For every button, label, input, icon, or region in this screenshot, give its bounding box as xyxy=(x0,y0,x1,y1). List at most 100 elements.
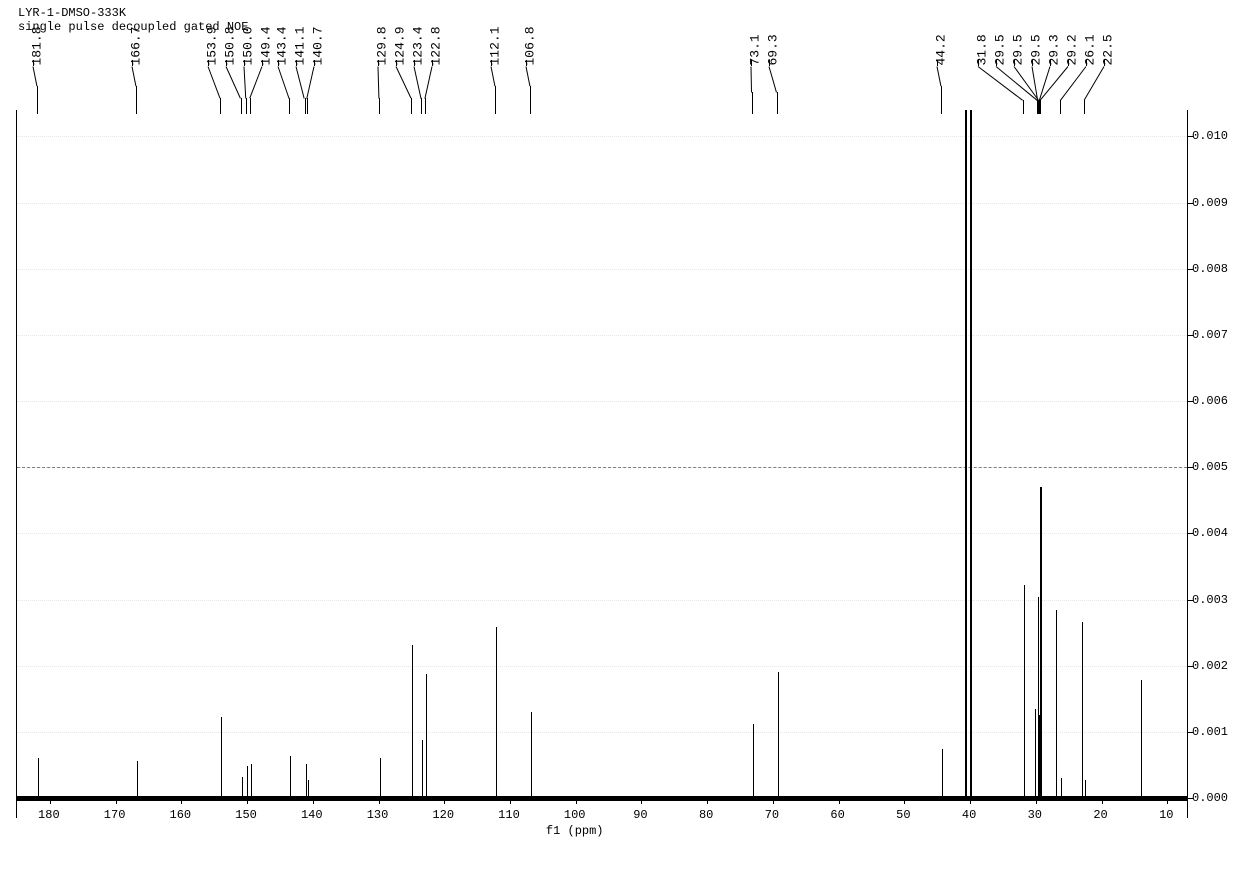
peak-label: 29.5 xyxy=(1029,34,1044,65)
peak-label-tick xyxy=(262,60,263,66)
peak-label-connector xyxy=(278,66,290,98)
y-tick-label: 0.007 xyxy=(1192,328,1228,342)
peak-label: 129.8 xyxy=(374,26,389,65)
x-tick-label: 70 xyxy=(765,808,779,822)
peak xyxy=(247,766,248,798)
header-line1: LYR-1-DMSO-333K xyxy=(18,6,126,20)
x-tick-label: 160 xyxy=(170,808,192,822)
peak-label: 29.3 xyxy=(1047,34,1062,65)
peak-label-tick xyxy=(378,60,379,66)
grid-line xyxy=(17,203,1187,205)
peak-label-connector xyxy=(395,66,411,98)
x-tick-label: 50 xyxy=(896,808,910,822)
peak xyxy=(1141,680,1142,798)
peak-label-drop xyxy=(379,98,380,114)
peak-label: 22.5 xyxy=(1101,34,1116,65)
peak-label-connector xyxy=(1084,66,1105,100)
peak xyxy=(496,627,497,798)
peak-label-connector xyxy=(769,66,777,92)
peak xyxy=(137,761,138,798)
peak-label-drop xyxy=(530,86,531,114)
grid-line xyxy=(17,335,1187,337)
peak-label-drop xyxy=(411,98,412,114)
peak-label-drop xyxy=(307,98,308,114)
x-tick-label: 170 xyxy=(104,808,126,822)
peak-label: 149.4 xyxy=(259,26,274,65)
peak-label-tick xyxy=(751,60,752,66)
peak-label: 153.9 xyxy=(205,26,220,65)
peak xyxy=(251,764,252,798)
peak-label-tick xyxy=(937,60,938,66)
peak-label: 166.7 xyxy=(129,26,144,65)
x-tick-label: 60 xyxy=(830,808,844,822)
peak-label-drop xyxy=(136,86,137,114)
peak xyxy=(753,724,754,798)
peak-label: 150.8 xyxy=(223,26,238,65)
peak-label-tick xyxy=(296,60,297,66)
peak-label: 69.3 xyxy=(766,34,781,65)
peak xyxy=(380,758,381,798)
x-tick-label: 150 xyxy=(235,808,257,822)
peak-label-drop xyxy=(1023,100,1024,114)
peak-label-connector xyxy=(226,66,241,98)
peak-label-drop xyxy=(421,98,422,114)
y-tick-label: 0.000 xyxy=(1192,791,1228,805)
peak xyxy=(1056,610,1057,798)
y-tick-label: 0.010 xyxy=(1192,129,1228,143)
peak-label-tick xyxy=(33,60,34,66)
peak-label-connector xyxy=(132,66,137,86)
y-tick-label: 0.001 xyxy=(1192,725,1228,739)
x-tick-label: 120 xyxy=(432,808,454,822)
x-tick-label: 20 xyxy=(1093,808,1107,822)
peak xyxy=(531,712,532,798)
x-tick-label: 140 xyxy=(301,808,323,822)
peak-label-drop xyxy=(941,86,942,114)
peak-label-connector xyxy=(244,66,247,98)
peak-label-tick xyxy=(208,60,209,66)
peak-label-tick xyxy=(278,60,279,66)
y-tick-label: 0.009 xyxy=(1192,196,1228,210)
peak xyxy=(1082,622,1083,798)
peak-label: 150.0 xyxy=(241,26,256,65)
y-tick-label: 0.008 xyxy=(1192,262,1228,276)
peak xyxy=(1024,585,1025,798)
peak-label-connector xyxy=(307,66,315,98)
peak-label-connector xyxy=(491,66,496,86)
peak xyxy=(1035,709,1036,798)
peak-label-tick xyxy=(132,60,133,66)
peak-label-tick xyxy=(244,60,245,66)
peak xyxy=(942,749,943,798)
peak-label: 31.8 xyxy=(975,34,990,65)
peak-label: 44.2 xyxy=(934,34,949,65)
y-tick-label: 0.006 xyxy=(1192,394,1228,408)
peak-label-connector xyxy=(33,66,38,86)
peak-label-drop xyxy=(241,98,242,114)
x-tick-label: 10 xyxy=(1159,808,1173,822)
peak-label-connector xyxy=(250,66,263,98)
peak xyxy=(422,740,423,798)
peak-label-tick xyxy=(526,60,527,66)
x-tick-label: 30 xyxy=(1028,808,1042,822)
peak-label-connector xyxy=(296,66,305,98)
peak-label: 106.8 xyxy=(523,26,538,65)
peak-label-drop xyxy=(37,86,38,114)
y-tick-label: 0.004 xyxy=(1192,526,1228,540)
peak-label-drop xyxy=(305,98,306,114)
peak xyxy=(242,777,243,798)
peak xyxy=(412,645,413,799)
peak-label-drop xyxy=(752,92,753,114)
peak-label: 29.5 xyxy=(1011,34,1026,65)
peak-label-drop xyxy=(1040,100,1041,114)
peak-label: 112.1 xyxy=(488,26,503,65)
grid-line xyxy=(17,600,1187,602)
grid-line xyxy=(17,136,1187,138)
peak-label: 123.4 xyxy=(410,26,425,65)
peak xyxy=(426,674,427,798)
y-tick-label: 0.003 xyxy=(1192,593,1228,607)
peak-label: 140.7 xyxy=(311,26,326,65)
peak-label-drop xyxy=(495,86,496,114)
x-tick-label: 90 xyxy=(633,808,647,822)
peak-label: 26.1 xyxy=(1083,34,1098,65)
plot-area xyxy=(16,110,1188,818)
peak-label-connector xyxy=(377,66,379,98)
